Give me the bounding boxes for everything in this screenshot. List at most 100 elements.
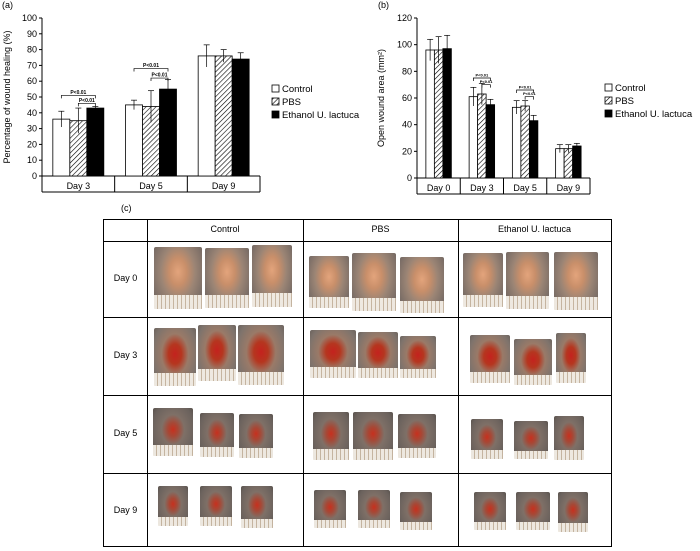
legend-label: Control	[282, 84, 313, 95]
wound-photo	[200, 486, 232, 526]
significance-bracket	[481, 84, 491, 88]
wound-photo	[358, 490, 390, 528]
bar	[52, 118, 71, 177]
y-tick-label: 0	[32, 171, 37, 181]
significance-label: P<0.01	[475, 73, 489, 78]
column-header-pbs: PBS	[371, 224, 390, 234]
legend-swatch	[271, 84, 280, 93]
y-tick-label: 20	[27, 139, 37, 149]
bar	[520, 105, 530, 179]
legend-swatch	[271, 110, 280, 119]
table-divider	[104, 317, 611, 318]
wound-photo	[309, 256, 349, 308]
bar	[468, 96, 479, 179]
x-tick-label: Day 9	[557, 183, 581, 193]
wound-photo	[239, 414, 273, 458]
wound-photo	[558, 492, 588, 532]
wound-photo	[398, 414, 436, 458]
significance-label: P<0.01	[143, 63, 159, 69]
y-tick-label: 60	[402, 93, 412, 103]
legend-label: PBS	[615, 96, 634, 107]
wound-photo	[158, 486, 188, 526]
bar	[563, 148, 574, 179]
wound-photo	[353, 412, 393, 460]
significance-bracket	[133, 68, 169, 72]
x-tick-label: Day 3	[470, 183, 494, 193]
bar	[528, 120, 539, 179]
wound-photo	[463, 253, 503, 307]
y-tick-label: 20	[402, 146, 412, 156]
y-tick-label: 40	[27, 108, 37, 118]
wound-photo	[400, 492, 432, 530]
wound-photo	[241, 486, 273, 528]
wound-photo	[556, 333, 586, 383]
wound-photo	[471, 419, 503, 459]
legend-label: Ethanol U. lactuca	[282, 110, 360, 121]
significance-bracket	[150, 77, 169, 82]
y-tick-label: 40	[402, 120, 412, 130]
wound-photo	[252, 245, 292, 307]
table-divider	[104, 241, 611, 242]
significance-label: P<0.01	[523, 91, 537, 96]
table-divider	[104, 473, 611, 474]
wound-photo	[400, 257, 444, 313]
significance-label: P<0.01	[480, 79, 494, 84]
wound-photo	[352, 253, 396, 311]
bar	[197, 55, 216, 177]
panel-label-b: (b)	[378, 0, 389, 10]
wound-photo	[313, 412, 349, 460]
wound-photo	[554, 252, 598, 310]
legend-swatch	[604, 96, 613, 105]
legend-swatch	[604, 109, 613, 118]
significance-label: P<0.01	[70, 90, 86, 96]
wound-photo	[154, 328, 196, 386]
row-header-day3: Day 3	[113, 350, 138, 360]
y-tick-label: 90	[27, 29, 37, 39]
wound-photo	[470, 335, 510, 383]
wound-photo	[198, 325, 236, 381]
bar	[433, 49, 444, 179]
chart-open-wound-area: 0 20 40 60 80 100 120 Open wound area (mm²) Day …	[376, 13, 693, 195]
bar	[231, 58, 250, 177]
wound-photo	[200, 413, 234, 457]
bar	[485, 104, 496, 179]
legend-label: Ethanol U. lactuca	[615, 109, 693, 120]
panel-label-c: (c)	[121, 203, 132, 213]
table-divider	[458, 220, 459, 546]
legend-swatch	[271, 97, 280, 106]
row-header-day9: Day 9	[113, 505, 138, 515]
legend-label: PBS	[282, 97, 301, 108]
wound-photo	[358, 332, 398, 378]
y-tick-label: 100	[22, 13, 37, 23]
y-tick-label: 80	[27, 45, 37, 55]
wound-photo	[154, 247, 202, 309]
panel-label-a: (a)	[2, 0, 13, 10]
wound-photo	[310, 330, 356, 378]
y-tick-label: 60	[27, 76, 37, 86]
y-tick-label: 50	[27, 92, 37, 102]
significance-bracket	[524, 96, 534, 100]
bar	[572, 145, 582, 179]
bar	[86, 107, 105, 177]
bar	[425, 49, 435, 179]
legend-swatch	[604, 83, 613, 92]
row-header-day0: Day 0	[113, 273, 138, 283]
significance-bracket	[516, 89, 534, 93]
y-tick-label: 0	[407, 173, 412, 183]
bar	[214, 55, 233, 177]
bar	[477, 93, 487, 179]
y-tick-label: 10	[27, 155, 37, 165]
bar	[555, 148, 565, 179]
x-tick-label: Day 5	[139, 181, 163, 191]
y-tick-label: 120	[397, 13, 412, 23]
x-tick-label: Day 9	[212, 181, 236, 191]
wound-photo	[554, 416, 584, 460]
legend-label: Control	[615, 83, 646, 94]
wound-photo	[205, 248, 249, 308]
significance-bracket	[60, 95, 96, 99]
wound-photo	[153, 408, 193, 456]
y-axis-label: Percentage of wound healing (%)	[2, 30, 12, 163]
significance-label: P<0.01	[519, 85, 533, 90]
wound-photo	[514, 339, 552, 385]
y-axis-label: Open wound area (mm²)	[376, 49, 386, 147]
